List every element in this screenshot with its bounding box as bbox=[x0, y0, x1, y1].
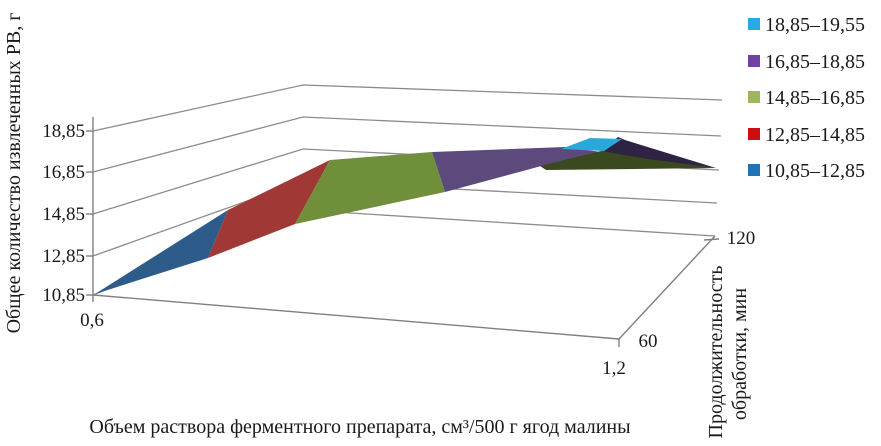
legend: 18,85–19,55 16,85–18,85 14,85–16,85 12,8… bbox=[748, 14, 865, 182]
legend-swatch-14-85-16-85 bbox=[748, 91, 760, 103]
value-tick-label: 14,85 bbox=[42, 204, 85, 225]
legend-label: 12,85–14,85 bbox=[765, 124, 865, 146]
legend-swatch-16-85-18-85 bbox=[748, 55, 760, 67]
axis-lines bbox=[86, 117, 720, 347]
value-tick-label: 12,85 bbox=[42, 246, 85, 267]
depth-axis-title-line2: обработки, мин bbox=[729, 288, 751, 420]
band-12-85-14-85 bbox=[208, 160, 330, 258]
legend-swatch-18-85-19-55 bbox=[748, 18, 760, 30]
category-axis-labels: 0,6 1,2 60 120 bbox=[80, 228, 755, 379]
legend-label: 18,85–19,55 bbox=[765, 14, 865, 36]
band-16-85-18-85 bbox=[432, 147, 601, 192]
legend-swatch-12-85-14-85 bbox=[748, 128, 760, 140]
band-underside-olive bbox=[540, 151, 716, 170]
band-18-85-19-55 bbox=[561, 138, 622, 151]
value-axis-labels: 18,85 16,85 14,85 12,85 10,85 bbox=[42, 121, 85, 306]
x-axis-title: Объем раствора ферментного препарата, см… bbox=[89, 416, 630, 438]
x-tick-label-left: 0,6 bbox=[80, 310, 104, 331]
value-tick-label: 18,85 bbox=[42, 121, 85, 142]
depth-tick-label-120: 120 bbox=[727, 228, 756, 249]
gridline-18-85 bbox=[92, 84, 723, 132]
value-tick-label: 10,85 bbox=[42, 285, 85, 306]
legend-swatch-10-85-12-85 bbox=[748, 164, 760, 176]
band-backside-dark-purple bbox=[601, 137, 716, 168]
legend-label: 14,85–16,85 bbox=[765, 87, 865, 109]
depth-axis-tick-120 bbox=[703, 238, 720, 241]
depth-axis-line bbox=[618, 235, 716, 340]
value-axis-title: Общее количество извлеченных РВ, г bbox=[3, 13, 25, 334]
x-axis-line bbox=[92, 294, 620, 340]
depth-axis-title: Продолжительность обработки, мин bbox=[705, 266, 751, 439]
value-tick-label: 16,85 bbox=[42, 162, 85, 183]
band-14-85-16-85 bbox=[295, 152, 445, 224]
depth-tick-label-60: 60 bbox=[639, 331, 658, 352]
depth-axis-title-line1: Продолжительность bbox=[705, 266, 727, 439]
legend-label: 10,85–12,85 bbox=[765, 160, 865, 182]
gridline-16-85 bbox=[92, 116, 722, 173]
legend-label: 16,85–18,85 bbox=[765, 51, 865, 73]
x-tick-label-right: 1,2 bbox=[602, 358, 626, 379]
surface-bands bbox=[95, 137, 716, 294]
band-10-85-12-85 bbox=[95, 210, 228, 294]
